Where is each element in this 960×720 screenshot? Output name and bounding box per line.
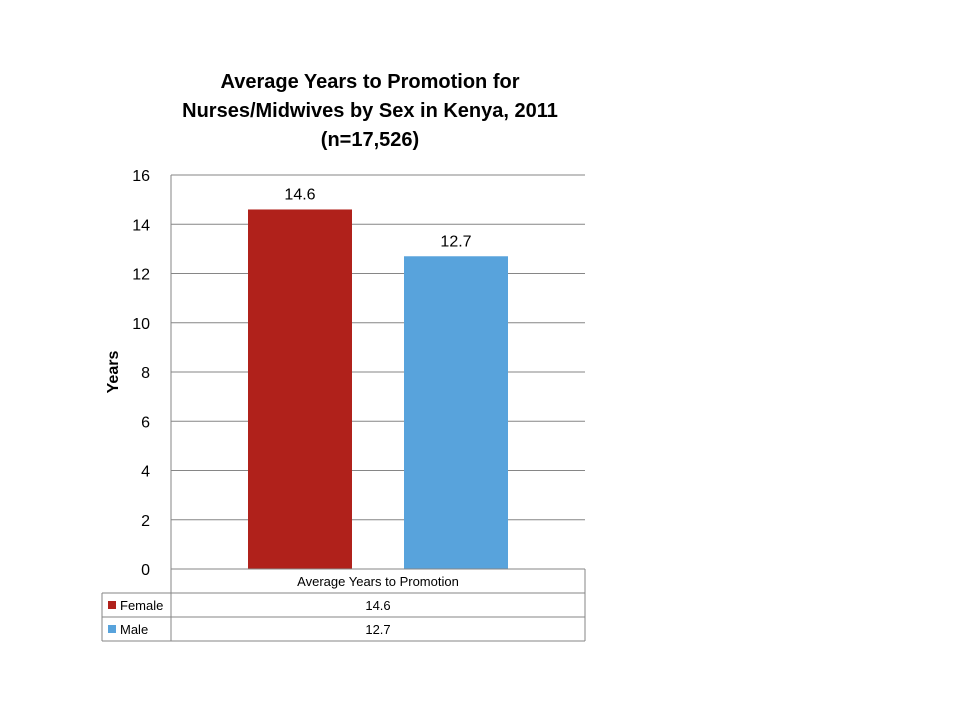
legend-swatch-male [108, 625, 116, 633]
y-tick-label: 12 [132, 267, 150, 284]
table-value: 14.6 [365, 598, 390, 613]
legend-label: Male [120, 622, 148, 637]
y-tick-label: 0 [141, 562, 150, 579]
chart-title-line-3: (n=17,526) [320, 129, 420, 151]
chart-title: Average Years to Promotion for Nurses/Mi… [120, 68, 620, 155]
y-axis-ticks: 0 2 4 6 8 10 12 14 16 [132, 168, 150, 579]
y-tick-label: 10 [132, 316, 150, 333]
chart-title-line-1: Average Years to Promotion for [220, 71, 520, 93]
data-label: 12.7 [440, 233, 471, 250]
data-labels: 14.6 12.7 [284, 186, 471, 250]
bars [248, 209, 508, 569]
y-tick-label: 6 [141, 414, 150, 431]
y-tick-label: 8 [141, 365, 150, 382]
legend-label: Female [120, 598, 163, 613]
y-tick-label: 16 [132, 168, 150, 185]
y-tick-label: 14 [132, 217, 150, 234]
table-value: 12.7 [365, 622, 390, 637]
y-tick-label: 4 [141, 464, 150, 481]
bar-male [404, 256, 508, 569]
y-axis-title: Years [105, 351, 122, 394]
chart-title-line-2: Nurses/Midwives by Sex in Kenya, 2011 [182, 100, 558, 122]
y-tick-label: 2 [141, 513, 150, 530]
gridlines [170, 174, 585, 570]
data-table: Average Years to Promotion Female 14.6 Male… [101, 568, 586, 642]
legend-swatch-female [108, 601, 116, 609]
data-label: 14.6 [284, 186, 315, 203]
bar-female [248, 209, 352, 569]
table-header: Average Years to Promotion [297, 574, 459, 589]
